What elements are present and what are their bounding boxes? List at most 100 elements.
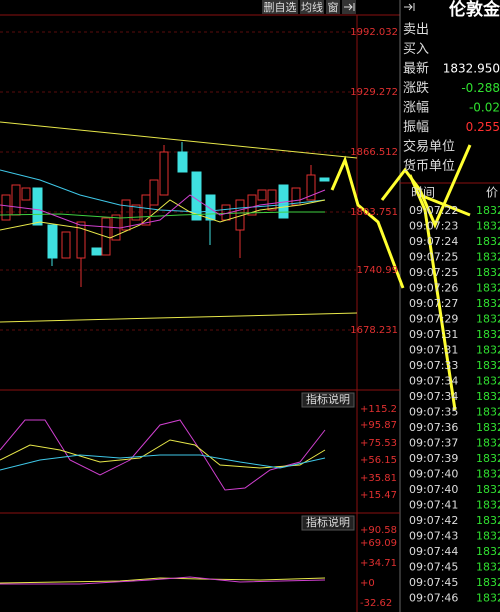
tick-price: 1832 [476,328,500,341]
tick-price: 1832 [476,514,500,527]
quote-label: 货币单位 [403,158,455,174]
tick-price: 1832 [476,499,500,512]
tick-time: 09:07:25 [409,266,458,279]
tick-price: 1832 [476,561,500,574]
tick-time: 09:07:29 [409,313,458,326]
toolbar-label: 删自选 [264,1,297,14]
toolbar-button[interactable] [326,0,340,14]
tick-time: 09:07:22 [409,204,458,217]
indicator-label: +90.58 [360,525,397,536]
quote-value: -0.02 [469,101,500,115]
tick-price: 1832 [476,359,500,372]
tick-time: 09:07:34 [409,390,458,403]
trend-line [0,312,358,323]
tick-price: 1832 [476,406,500,419]
trend-line [0,121,358,159]
tick-time: 09:07:26 [409,282,458,295]
indicator-button[interactable] [301,515,355,531]
tick-price: 1832 [476,452,500,465]
tick-price: 1832 [476,530,500,543]
tick-price: 1832 [476,220,500,233]
price-label: 1866.512 [350,147,398,158]
indicator-line [0,419,326,491]
tick-time: 09:07:23 [409,220,458,233]
tick-time: 09:07:44 [409,545,458,558]
quote-label: 卖出 [403,23,429,38]
indicator-line [0,576,326,585]
tick-price: 1832 [476,266,500,279]
tick-price: 1832 [476,592,500,605]
toolbar-label: 窗 [328,0,339,14]
tick-price: 1832 [476,483,500,496]
tick-price: 1832 [476,468,500,481]
quote-label: 涨幅 [403,101,429,116]
column-header: 价 [486,186,498,200]
tick-price: 1832 [476,344,500,357]
price-label: 1803.751 [350,207,398,218]
tick-price: 1832 [476,204,500,217]
toolbar-button[interactable] [300,0,324,14]
toolbar-button[interactable] [262,0,298,14]
tick-time: 09:07:27 [409,297,458,310]
price-label: 1992.032 [350,27,398,38]
indicator-line [0,439,326,469]
tick-time: 09:07:37 [409,437,458,450]
indicator-label: +115.2 [360,404,397,415]
indicator-label: -32.62 [360,598,392,609]
price-label: 1740.99 [357,265,398,276]
quote-value: -0.288 [461,81,500,95]
indicator-label: +15.47 [360,490,397,501]
tick-price: 1832 [476,545,500,558]
quote-label: 买入 [403,42,429,57]
quote-label: 涨跌 [403,80,429,96]
tick-price: 1832 [476,421,500,434]
indicator-label: +75.53 [360,438,397,449]
tick-price: 1832 [476,251,500,264]
grid [0,31,357,331]
indicator-button[interactable] [301,392,355,408]
indicator-label: +35.81 [360,473,397,484]
price-label: 1678.231 [350,325,398,336]
quote-label: 振幅 [403,120,429,135]
tick-time: 09:07:31 [409,328,458,341]
panel-icon[interactable] [404,3,415,11]
tick-price: 1832 [476,576,500,589]
tick-price: 1832 [476,297,500,310]
indicator-line [0,577,326,584]
indicator-label: +34.71 [360,558,397,569]
indicator-label: +95.87 [360,420,397,431]
quote-value: 1832.950 [443,62,500,76]
instrument-title: 伦敦金 [449,0,500,20]
indicator-button-label: 指标说明 [306,392,350,406]
tick-time: 09:07:43 [409,530,458,543]
tick-time: 09:07:42 [409,514,458,527]
indicator-label: +69.09 [360,538,397,549]
candles [1,142,330,287]
ma-line [0,211,325,219]
quote-value: 0.255 [466,120,500,134]
indicator-label: +56.15 [360,455,397,466]
tick-time: 09:07:40 [409,468,458,481]
tick-time: 09:07:24 [409,235,458,248]
tick-price: 1832 [476,390,500,403]
tick-price: 1832 [476,235,500,248]
quote-label: 交易单位 [403,139,455,155]
tick-time: 09:07:25 [409,251,458,264]
indicator-button-label: 指标说明 [306,515,350,529]
toolbar-label: 均线 [301,0,323,14]
quote-label: 最新 [403,61,429,77]
tick-time: 09:07:35 [409,406,458,419]
collapse-icon [344,3,355,11]
tick-time: 09:07:36 [409,421,458,434]
tick-price: 1832 [476,282,500,295]
indicator-line [0,454,326,471]
tick-time: 09:07:34 [409,375,458,388]
annotation-arrows [330,144,472,411]
tick-price: 1832 [476,313,500,326]
tick-price: 1832 [476,437,500,450]
tick-time: 09:07:39 [409,452,458,465]
price-label: 1929.272 [350,87,398,98]
tick-time: 09:07:45 [409,561,458,574]
indicator-label: +0 [360,578,375,589]
